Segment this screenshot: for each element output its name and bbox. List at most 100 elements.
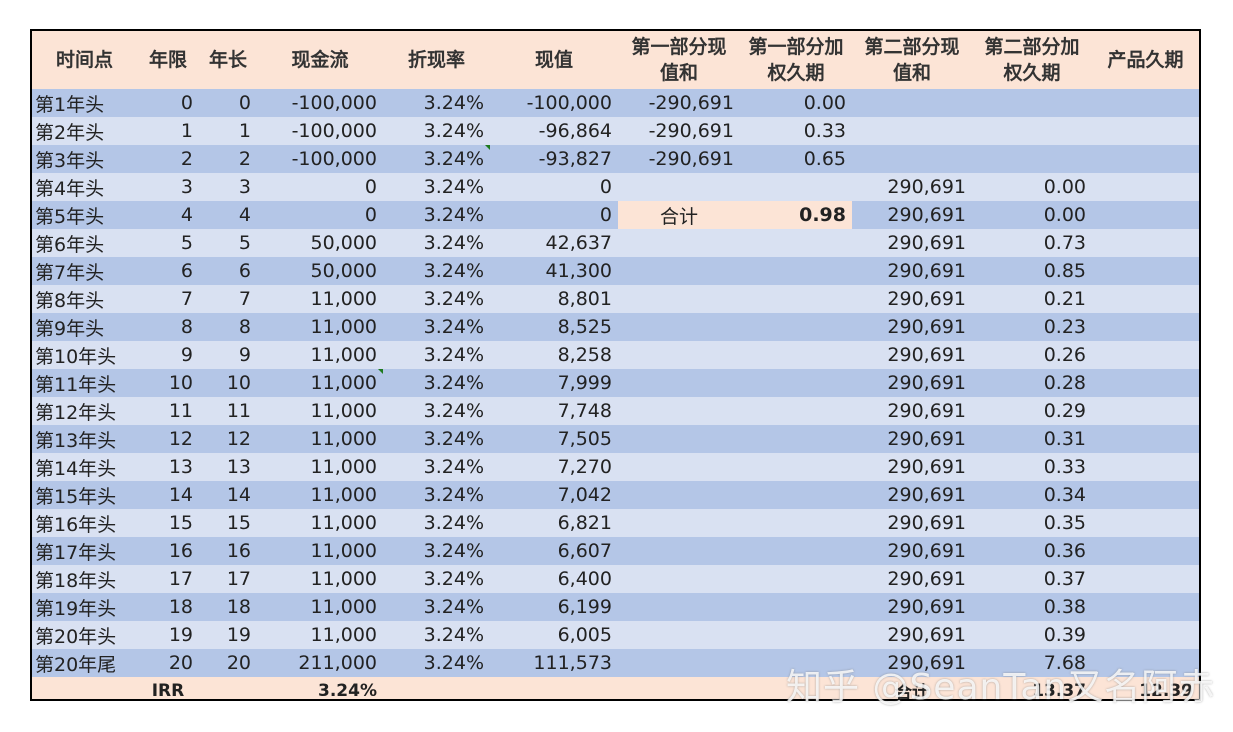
cell-present-value[interactable]: 6,199 [490,593,618,621]
cell-discount-rate[interactable]: 3.24% [383,593,490,621]
cell-term[interactable]: 1 [137,117,199,145]
cell-discount-rate[interactable]: 3.24% [383,341,490,369]
cell-product-duration[interactable] [1092,285,1199,313]
cell-part1-duration[interactable]: 0.33 [740,117,852,145]
cell-years[interactable]: 10 [199,369,257,397]
cell-part1-duration[interactable] [740,341,852,369]
cell-discount-rate[interactable]: 3.24% [383,257,490,285]
cell-part1-duration[interactable]: 0.00 [740,89,852,117]
cell-part1-duration[interactable] [740,229,852,257]
cell-time-point[interactable]: 第10年头 [32,341,137,369]
header-years[interactable]: 年长 [199,31,257,89]
cell-cash-flow[interactable]: 11,000 [257,481,383,509]
cell-part2-pv-sum[interactable]: 290,691 [852,649,972,677]
cell-product-duration[interactable] [1092,257,1199,285]
cell-time-point[interactable]: 第19年头 [32,593,137,621]
cell-present-value[interactable]: 6,607 [490,537,618,565]
cell-part2-pv-sum[interactable]: 290,691 [852,369,972,397]
header-part2-duration[interactable]: 第二部分加 权久期 [972,31,1092,89]
cell-part2-duration[interactable]: 0.00 [972,173,1092,201]
header-product-duration[interactable]: 产品久期 [1092,31,1199,89]
cell-term[interactable]: 10 [137,369,199,397]
cell-time-point[interactable]: 第1年头 [32,89,137,117]
cell-part2-duration[interactable]: 0.00 [972,201,1092,229]
cell-term[interactable]: 4 [137,201,199,229]
cell-part1-pv-sum[interactable] [618,481,740,509]
cell-part1-pv-sum[interactable] [618,649,740,677]
cell-part1-pv-sum[interactable] [618,537,740,565]
cell-product-duration[interactable] [1092,173,1199,201]
cell-term[interactable]: 14 [137,481,199,509]
cell-time-point[interactable]: 第11年头 [32,369,137,397]
cell-cash-flow[interactable]: 11,000 [257,621,383,649]
cell-time-point[interactable]: 第9年头 [32,313,137,341]
cell-time-point[interactable]: 第20年头 [32,621,137,649]
cell-years[interactable]: 17 [199,565,257,593]
cell-present-value[interactable]: 7,042 [490,481,618,509]
cell-term[interactable]: 3 [137,173,199,201]
cell-time-point[interactable]: 第16年头 [32,509,137,537]
cell-part1-duration[interactable] [740,313,852,341]
cell-cash-flow[interactable]: 11,000 [257,453,383,481]
cell-part1-duration[interactable] [740,397,852,425]
cell-part1-pv-sum[interactable] [618,593,740,621]
cell-cash-flow[interactable]: 211,000 [257,649,383,677]
cell-part1-pv-sum[interactable]: -290,691 [618,89,740,117]
cell-part2-duration[interactable]: 7.68 [972,649,1092,677]
cell-product-duration[interactable] [1092,565,1199,593]
cell-time-point[interactable]: 第4年头 [32,173,137,201]
cell-product-duration[interactable] [1092,425,1199,453]
cell-discount-rate[interactable]: 3.24% [383,201,490,229]
cell-part2-duration[interactable] [972,117,1092,145]
cell-discount-rate[interactable]: 3.24% [383,285,490,313]
cell-part2-duration[interactable]: 0.28 [972,369,1092,397]
cell-part2-pv-sum[interactable]: 290,691 [852,537,972,565]
cell-cash-flow[interactable]: 11,000 [257,341,383,369]
cell-part2-pv-sum[interactable]: 290,691 [852,285,972,313]
cell-years[interactable]: 16 [199,537,257,565]
cell-part1-pv-sum[interactable] [618,285,740,313]
cell-part2-pv-sum[interactable] [852,89,972,117]
cell-term[interactable]: 13 [137,453,199,481]
cell-part1-duration[interactable] [740,593,852,621]
cell-discount-rate[interactable]: 3.24% [383,453,490,481]
cell-cash-flow[interactable]: 11,000 [257,313,383,341]
cell-years[interactable]: 7 [199,285,257,313]
cell-part1-pv-sum[interactable]: -290,691 [618,117,740,145]
part1-total-duration[interactable]: 0.98 [740,201,852,229]
cell-discount-rate[interactable]: 3.24% [383,565,490,593]
header-term[interactable]: 年限 [137,31,199,89]
cell-present-value[interactable]: 6,821 [490,509,618,537]
cell-product-duration[interactable] [1092,453,1199,481]
cell-product-duration[interactable] [1092,229,1199,257]
cell-term[interactable]: 17 [137,565,199,593]
irr-value[interactable]: 3.24% [257,677,383,699]
cell-part1-duration[interactable]: 0.65 [740,145,852,173]
cell-cash-flow[interactable]: 11,000 [257,565,383,593]
cell-product-duration[interactable] [1092,537,1199,565]
cell-years[interactable]: 19 [199,621,257,649]
cell-cash-flow[interactable]: 11,000 [257,537,383,565]
cell-cash-flow[interactable]: -100,000 [257,117,383,145]
cell-cash-flow[interactable]: 11,000 [257,397,383,425]
cell-time-point[interactable]: 第8年头 [32,285,137,313]
cell-part2-pv-sum[interactable]: 290,691 [852,201,972,229]
cell-part2-duration[interactable] [972,145,1092,173]
cell-part2-duration[interactable]: 0.35 [972,509,1092,537]
cell-part1-pv-sum[interactable] [618,313,740,341]
cell-time-point[interactable]: 第15年头 [32,481,137,509]
cell-time-point[interactable]: 第17年头 [32,537,137,565]
cell-part1-duration[interactable] [740,509,852,537]
cell-term[interactable]: 0 [137,89,199,117]
cell-time-point[interactable]: 第20年尾 [32,649,137,677]
cell-cash-flow[interactable]: -100,000 [257,89,383,117]
footer-empty[interactable] [383,677,490,699]
cell-part2-pv-sum[interactable]: 290,691 [852,397,972,425]
cell-part1-duration[interactable] [740,649,852,677]
cell-part1-duration[interactable] [740,425,852,453]
cell-term[interactable]: 16 [137,537,199,565]
cell-cash-flow[interactable]: 11,000 [257,425,383,453]
cell-present-value[interactable]: 111,573 [490,649,618,677]
cell-term[interactable]: 18 [137,593,199,621]
cell-part2-duration[interactable]: 0.21 [972,285,1092,313]
